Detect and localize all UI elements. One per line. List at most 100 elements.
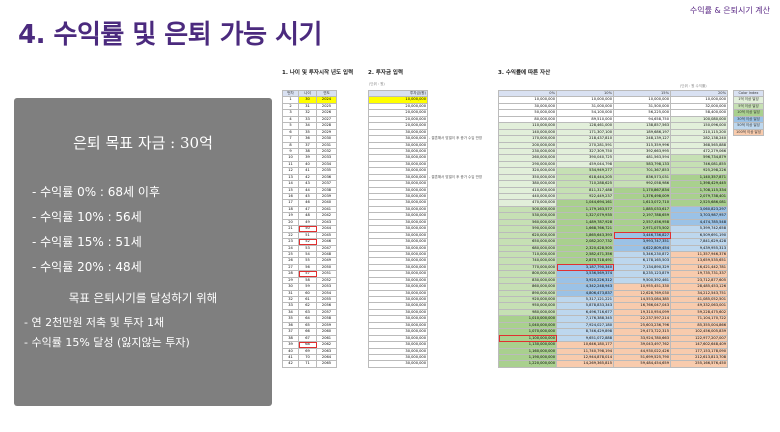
asset-cell[interactable]: 1,398,429,445: [670, 180, 728, 188]
year-cell[interactable]: 2029: [316, 128, 337, 137]
asset-cell[interactable]: 41,085,052,501: [670, 295, 728, 304]
investment-cell[interactable]: 30,000,000: [368, 341, 428, 349]
year-cell[interactable]: 2063: [316, 347, 337, 355]
year-cell[interactable]: 2037: [316, 180, 337, 188]
year-cell[interactable]: 2036: [316, 173, 337, 182]
investment-cell[interactable]: 20,000,000: [368, 115, 428, 124]
investment-cell[interactable]: 20,000,000: [368, 109, 428, 117]
year-cell[interactable]: 2044: [316, 225, 337, 233]
year-cell[interactable]: 2057: [316, 308, 337, 317]
year-cell[interactable]: 2054: [316, 289, 337, 298]
year-cell[interactable]: 2040: [316, 199, 337, 207]
asset-cell[interactable]: 3,703,987,957: [670, 212, 728, 220]
year-cell[interactable]: 2053: [316, 283, 337, 291]
investment-cell[interactable]: 30,000,000: [368, 334, 428, 343]
year-cell[interactable]: 2052: [316, 276, 337, 285]
asset-cell[interactable]: 49,332,063,001: [670, 302, 728, 310]
asset-cell[interactable]: 23,712,877,605: [670, 276, 728, 285]
asset-cell[interactable]: 255,166,576,450: [670, 360, 728, 368]
investment-cell[interactable]: 30,000,000: [368, 289, 428, 298]
asset-cell[interactable]: 28,485,453,126: [670, 283, 728, 291]
asset-cell[interactable]: 11,357,946,376: [670, 250, 728, 259]
year-cell[interactable]: 2035: [316, 167, 337, 175]
investment-cell[interactable]: 30,000,000: [368, 353, 428, 362]
asset-cell[interactable]: 19,735,731,337: [670, 270, 728, 278]
year-cell[interactable]: 2046: [316, 238, 337, 246]
investment-cell[interactable]: 30,000,000: [368, 360, 428, 368]
asset-cell[interactable]: 1,140,357,871: [670, 173, 728, 182]
asset-cell[interactable]: 58,400,000: [670, 109, 728, 117]
asset-cell[interactable]: 4,474,785,548: [670, 218, 728, 227]
asset-cell[interactable]: 1,220,000,000: [498, 360, 557, 368]
year-cell[interactable]: 2026: [316, 109, 337, 117]
year-cell[interactable]: 2048: [316, 250, 337, 259]
investment-cell[interactable]: 30,000,000: [368, 302, 428, 310]
asset-cell[interactable]: 147,602,648,409: [670, 341, 728, 349]
year-cell[interactable]: 2051: [316, 270, 337, 278]
investment-cell[interactable]: 30,000,000: [368, 315, 428, 323]
asset-cell[interactable]: 7,841,629,428: [670, 238, 728, 246]
year-cell[interactable]: 2056: [316, 302, 337, 310]
investment-cell[interactable]: 30,000,000: [368, 347, 428, 355]
year-cell[interactable]: 2058: [316, 315, 337, 323]
year-cell[interactable]: 2059: [316, 321, 337, 330]
asset-cell[interactable]: 59,228,475,602: [670, 308, 728, 317]
investment-cell[interactable]: 20,000,000: [368, 102, 428, 111]
year-cell[interactable]: 2047: [316, 244, 337, 252]
year-cell[interactable]: 2055: [316, 295, 337, 304]
asset-cell[interactable]: 34,212,543,751: [670, 289, 728, 298]
investment-cell[interactable]: 30,000,000: [368, 276, 428, 285]
investment-cell[interactable]: 10,000,000: [368, 96, 428, 104]
asset-cell[interactable]: 16,421,442,781: [670, 263, 728, 272]
asset-cell[interactable]: 3,060,823,297: [670, 205, 728, 214]
year-cell[interactable]: 2041: [316, 205, 337, 214]
year-cell[interactable]: 2030: [316, 135, 337, 143]
asset-cell[interactable]: 14,269,365,815: [556, 360, 614, 368]
year-cell[interactable]: 2049: [316, 257, 337, 265]
asset-cell[interactable]: 85,355,004,866: [670, 321, 728, 330]
year-cell[interactable]: 2039: [316, 192, 337, 201]
asset-cell[interactable]: 10,000,000: [670, 96, 728, 104]
year-cell[interactable]: 2034: [316, 160, 337, 169]
investment-cell[interactable]: 30,000,000: [368, 295, 428, 304]
asset-cell[interactable]: 71,104,170,722: [670, 315, 728, 323]
year-cell[interactable]: 2042: [316, 212, 337, 220]
year-cell[interactable]: 2065: [316, 360, 337, 368]
investment-cell[interactable]: 30,000,000: [368, 250, 428, 259]
year-cell[interactable]: 2062: [316, 341, 337, 349]
investment-cell[interactable]: 30,000,000: [368, 328, 428, 336]
age-cell[interactable]: 71: [298, 360, 317, 368]
year-cell[interactable]: 2032: [316, 147, 337, 156]
investment-cell[interactable]: 30,000,000: [368, 270, 428, 278]
asset-cell[interactable]: 102,456,005,839: [670, 328, 728, 336]
year-cell[interactable]: 2064: [316, 353, 337, 362]
asset-cell[interactable]: 9,439,955,313: [670, 244, 728, 252]
year-cell[interactable]: 2061: [316, 334, 337, 343]
year-cell[interactable]: 2024: [316, 96, 337, 104]
row-index[interactable]: 42: [282, 360, 299, 368]
year-cell[interactable]: 2028: [316, 122, 337, 130]
asset-cell[interactable]: 6,509,691,190: [670, 231, 728, 240]
investment-cell[interactable]: 30,000,000: [368, 257, 428, 265]
year-cell[interactable]: 2025: [316, 102, 337, 111]
asset-cell[interactable]: 1,708,115,334: [670, 186, 728, 195]
investment-cell[interactable]: 30,000,000: [368, 321, 428, 330]
year-cell[interactable]: 2060: [316, 328, 337, 336]
asset-cell[interactable]: 59,484,454,659: [613, 360, 671, 368]
asset-cell[interactable]: 177,153,178,090: [670, 347, 728, 355]
year-cell[interactable]: 2038: [316, 186, 337, 195]
asset-cell[interactable]: 122,977,207,007: [670, 334, 728, 343]
year-cell[interactable]: 2031: [316, 141, 337, 149]
asset-cell[interactable]: 100,080,000: [670, 115, 728, 124]
year-cell[interactable]: 2045: [316, 231, 337, 240]
investment-cell[interactable]: 30,000,000: [368, 308, 428, 317]
year-cell[interactable]: 2027: [316, 115, 337, 124]
year-cell[interactable]: 2050: [316, 263, 337, 272]
asset-cell[interactable]: 13,659,535,651: [670, 257, 728, 265]
asset-cell[interactable]: 212,613,813,708: [670, 353, 728, 362]
investment-cell[interactable]: 30,000,000: [368, 263, 428, 272]
year-cell[interactable]: 2043: [316, 218, 337, 227]
asset-cell[interactable]: 2,079,738,401: [670, 192, 728, 201]
asset-cell[interactable]: 32,000,000: [670, 102, 728, 111]
year-cell[interactable]: 2033: [316, 154, 337, 162]
